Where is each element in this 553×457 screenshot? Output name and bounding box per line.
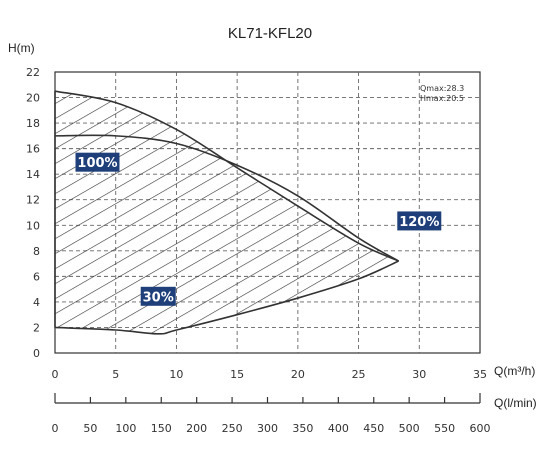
secondary-tick-label: 0 bbox=[52, 422, 59, 435]
secondary-tick-label: 150 bbox=[151, 422, 172, 435]
secondary-axis bbox=[54, 393, 481, 404]
x-tick-labels: 0 5 10 15 20 25 30 35 bbox=[52, 368, 488, 381]
secondary-tick-labels: 0 50 100 150 200 250 300 350 400 450 500 550 600 bbox=[52, 422, 491, 435]
x-tick-label: 5 bbox=[112, 368, 119, 381]
series-line-120pct bbox=[54, 134, 400, 262]
y-tick-label: 4 bbox=[33, 296, 40, 309]
series-line-100pct bbox=[54, 90, 399, 262]
y-tick-label: 14 bbox=[26, 168, 40, 181]
y-tick-labels: 0 2 4 6 8 10 12 14 16 18 20 22 bbox=[26, 66, 40, 360]
y-tick-label: 10 bbox=[26, 219, 40, 232]
hmax-annotation: Hmax:20.5 bbox=[420, 94, 464, 103]
percent-labels: 100% 120% 30% bbox=[75, 152, 442, 306]
chart-title: KL71-KFL20 bbox=[228, 25, 312, 42]
x-tick-label: 10 bbox=[169, 368, 183, 381]
secondary-tick-label: 50 bbox=[83, 422, 97, 435]
x-tick-label: 20 bbox=[291, 368, 305, 381]
secondary-tick-label: 400 bbox=[328, 422, 349, 435]
y-tick-label: 16 bbox=[26, 143, 40, 156]
x-tick-label: 15 bbox=[230, 368, 244, 381]
percent-badge-label: 30% bbox=[143, 290, 174, 305]
secondary-tick-label: 500 bbox=[399, 422, 420, 435]
percent-badge-label: 100% bbox=[77, 156, 117, 171]
x-tick-label: 0 bbox=[52, 368, 59, 381]
secondary-tick-label: 100 bbox=[115, 422, 136, 435]
percent-badge-bg bbox=[75, 152, 120, 172]
y-tick-label: 20 bbox=[26, 92, 40, 105]
secondary-tick-label: 350 bbox=[292, 422, 313, 435]
x-tick-label: 30 bbox=[412, 368, 426, 381]
y-tick-label: 12 bbox=[26, 194, 40, 207]
y-tick-label: 8 bbox=[33, 245, 40, 258]
operating-region bbox=[55, 91, 399, 334]
series-curves bbox=[54, 90, 400, 335]
secondary-tick-label: 600 bbox=[470, 422, 491, 435]
y-tick-label: 22 bbox=[26, 66, 40, 79]
secondary-tick-label: 550 bbox=[434, 422, 455, 435]
y-tick-label: 0 bbox=[33, 347, 40, 360]
x-axis-title: Q(m³/h) bbox=[494, 364, 535, 378]
x-tick-label: 35 bbox=[473, 368, 487, 381]
secondary-tick-label: 250 bbox=[222, 422, 243, 435]
percent-badge-label: 120% bbox=[399, 215, 439, 230]
secondary-tick-label: 200 bbox=[186, 422, 207, 435]
qmax-hmax-note: Qmax:28.3 Hmax:20.5 bbox=[420, 84, 464, 103]
hatched-region bbox=[55, 91, 399, 334]
y-tick-label: 6 bbox=[33, 270, 40, 283]
y-tick-label: 18 bbox=[26, 117, 40, 130]
y-axis-title: H(m) bbox=[8, 41, 35, 55]
percent-badge-bg bbox=[140, 286, 176, 306]
series-line-30pct bbox=[54, 260, 399, 335]
y-tick-label: 2 bbox=[33, 321, 40, 334]
secondary-tick-label: 300 bbox=[257, 422, 278, 435]
qmax-annotation: Qmax:28.3 bbox=[420, 84, 464, 93]
percent-badge-bg bbox=[397, 211, 442, 231]
x-tick-label: 25 bbox=[352, 368, 366, 381]
secondary-tick-label: 450 bbox=[363, 422, 384, 435]
secondary-axis-title: Q(l/min) bbox=[494, 396, 537, 410]
